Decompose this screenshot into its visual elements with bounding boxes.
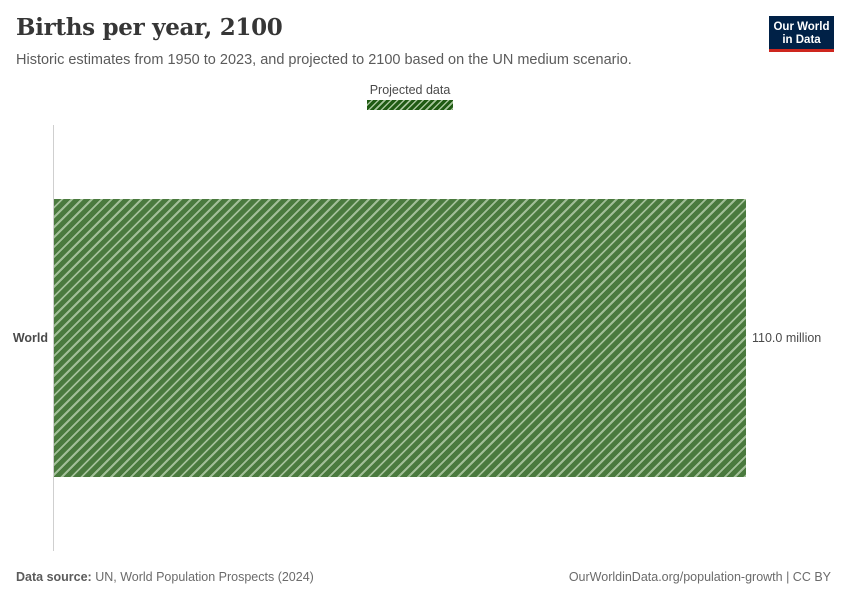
legend: Projected data	[360, 83, 460, 110]
owid-logo[interactable]: Our World in Data	[769, 16, 834, 52]
logo-line-1: Our World	[773, 21, 830, 33]
legend-label-projected: Projected data	[369, 83, 451, 97]
url-license-link[interactable]: OurWorldinData.org/population-growth | C…	[568, 570, 831, 584]
y-axis-line	[53, 125, 54, 551]
data-source: Data source: UN, World Population Prospe…	[16, 570, 314, 584]
entity-label-world: World	[12, 331, 48, 345]
logo-line-2: in Data	[782, 34, 821, 46]
chart-subtitle: Historic estimates from 1950 to 2023, an…	[16, 52, 632, 68]
legend-swatch-projected	[367, 100, 453, 110]
chart-title: Births per year, 2100	[16, 14, 283, 41]
bar-world[interactable]	[54, 199, 746, 477]
data-source-text: UN, World Population Prospects (2024)	[91, 570, 314, 584]
data-source-label: Data source:	[16, 570, 92, 584]
value-label-world: 110.0 million	[752, 331, 822, 345]
